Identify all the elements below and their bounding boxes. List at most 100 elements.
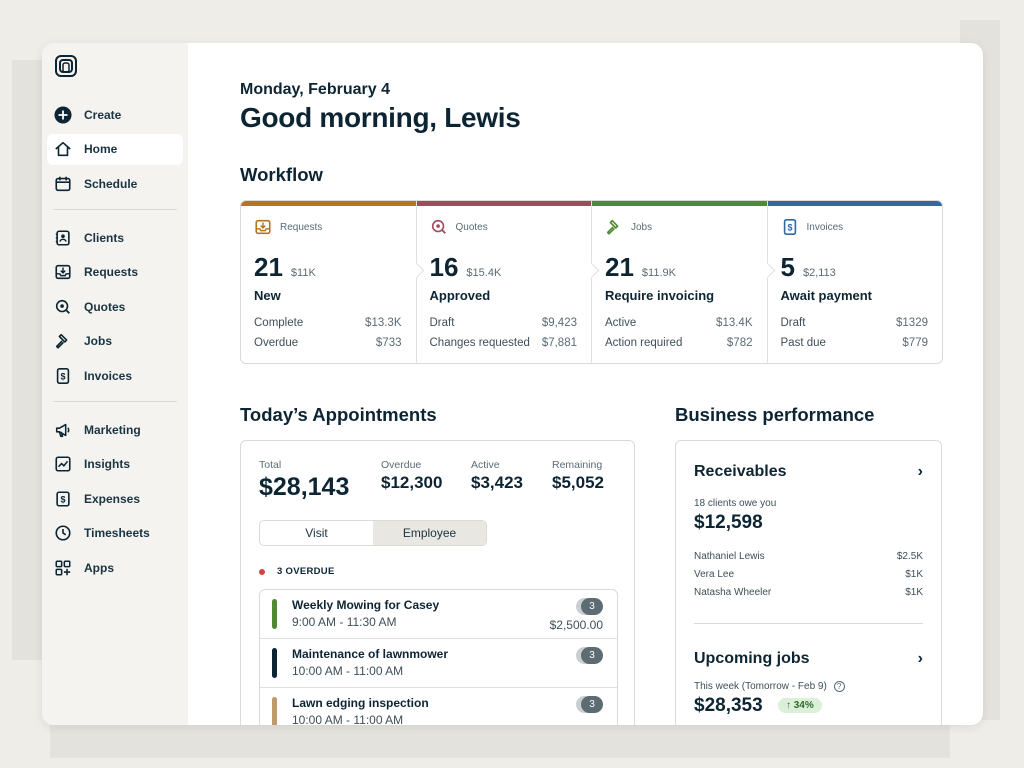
toggle-employee[interactable]: Employee <box>373 521 486 545</box>
page-title: Good morning, Lewis <box>240 102 521 133</box>
sidebar-item-timesheets[interactable]: Timesheets <box>47 518 183 549</box>
workflow-panel: Requests 21 $11K New Complete $13.3K Ove… <box>240 200 943 364</box>
clock-icon <box>53 523 73 543</box>
logo-icon[interactable] <box>55 55 77 77</box>
stat-label: Total <box>259 459 282 471</box>
workflow-row-value: $13.4K <box>716 317 753 329</box>
appointment-name: Maintenance of lawnmower <box>292 647 449 661</box>
workflow-row-value: $13.3K <box>365 317 402 329</box>
appointment-time: 10:00 AM - 11:00 AM <box>292 664 404 678</box>
receivable-row[interactable]: Natasha Wheeler $1K <box>694 587 923 598</box>
page-date: Monday, February 4 <box>240 81 390 98</box>
workflow-row[interactable]: Draft $1329 <box>781 317 929 329</box>
overdue-heading: 3 OVERDUE <box>259 566 616 577</box>
contact-icon <box>53 228 73 248</box>
inbox-icon <box>254 218 272 236</box>
upcoming-jobs-subtitle-row: This week (Tomorrow - Feb 9) ? <box>694 681 923 692</box>
sidebar-item-quotes[interactable]: Quotes <box>47 291 183 322</box>
chevron-right-icon[interactable]: › <box>917 463 923 480</box>
appointment-time: 9:00 AM - 11:30 AM <box>292 615 397 629</box>
megaphone-icon <box>53 420 73 440</box>
sidebar-item-marketing[interactable]: Marketing <box>47 414 183 445</box>
overdue-dot-icon <box>259 568 265 575</box>
business-performance-card: Receivables › 18 clients owe you $12,598… <box>675 440 942 725</box>
svg-text:$: $ <box>787 223 792 233</box>
sidebar-item-label: Requests <box>84 265 139 279</box>
sidebar-item-schedule[interactable]: Schedule <box>47 168 183 199</box>
stat-overdue: Overdue $12,300 <box>381 459 471 502</box>
workflow-status: Require invoicing <box>605 288 715 303</box>
sidebar-item-home[interactable]: Home <box>47 133 183 165</box>
appointment-price: $2,500.00 <box>549 618 603 632</box>
quote-icon <box>430 218 448 236</box>
receivable-row[interactable]: Nathaniel Lewis $2.5K <box>694 551 923 562</box>
section-divider <box>694 623 923 624</box>
workflow-row-label: Action required <box>605 337 683 349</box>
appointments-stats: Total $28,143 Overdue $12,300 Active $3,… <box>259 459 616 502</box>
business-performance-title: Business performance <box>675 404 875 425</box>
workflow-amount: $2,113 <box>802 267 836 279</box>
workflow-row[interactable]: Changes requested $7,881 <box>430 337 578 349</box>
stat-remaining: Remaining $5,052 <box>552 459 604 502</box>
receivable-row[interactable]: Vera Lee $1K <box>694 569 923 580</box>
stat-label: Active <box>471 459 500 471</box>
apps-icon <box>53 558 73 578</box>
toggle-visit[interactable]: Visit <box>305 526 328 540</box>
workflow-amount: $15.4K <box>466 267 502 279</box>
receivables-amount: $12,598 <box>694 512 763 533</box>
sidebar-item-label: Invoices <box>84 368 133 383</box>
dollar-icon: $ <box>53 489 73 509</box>
sidebar-item-requests[interactable]: Requests <box>47 257 183 288</box>
svg-text:$: $ <box>60 371 65 381</box>
invoice-icon: $ <box>781 218 799 236</box>
sidebar-item-expenses[interactable]: $ Expenses <box>47 483 183 514</box>
appointment-time: 10:00 AM - 11:00 AM <box>292 713 404 725</box>
workflow-row[interactable]: Complete $13.3K <box>254 317 402 329</box>
sidebar-item-label: Marketing <box>84 422 141 437</box>
workflow-color-bar <box>416 201 591 206</box>
workflow-label: Requests <box>280 221 323 233</box>
sidebar-item-label: Timesheets <box>84 526 150 540</box>
workflow-card-requests[interactable]: Requests 21 $11K New Complete $13.3K Ove… <box>241 201 424 363</box>
appointment-color-bar <box>272 599 277 629</box>
workflow-label: Jobs <box>631 221 653 233</box>
list-item[interactable]: Weekly Mowing for Casey 9:00 AM - 11:30 … <box>260 590 617 639</box>
help-icon[interactable]: ? <box>833 681 845 692</box>
sidebar-item-insights[interactable]: Insights <box>47 449 183 480</box>
workflow-row[interactable]: Action required $782 <box>605 337 753 349</box>
sidebar-item-label: Create <box>84 107 122 122</box>
hammer-icon <box>53 331 73 351</box>
workflow-color-bar <box>592 201 767 206</box>
workflow-row[interactable]: Past due $779 <box>781 337 929 349</box>
workflow-row-label: Draft <box>780 317 806 329</box>
sidebar-item-clients[interactable]: Clients <box>47 222 183 253</box>
workflow-card-invoices[interactable]: $ Invoices 5 $2,113 Await payment Draft … <box>767 201 942 363</box>
workflow-row[interactable]: Draft $9,423 <box>430 317 578 329</box>
workflow-count: 21 <box>605 252 634 282</box>
paper-edge-left <box>12 60 46 660</box>
stat-active: Active $3,423 <box>471 459 552 502</box>
client-amount: $1K <box>905 569 923 580</box>
workflow-card-jobs[interactable]: Jobs 21 $11.9K Require invoicing Active … <box>592 201 775 363</box>
upcoming-jobs-header[interactable]: Upcoming jobs › <box>694 650 923 668</box>
workflow-row-label: Past due <box>780 337 826 349</box>
sidebar-item-label: Schedule <box>84 176 138 191</box>
appointment-name: Lawn edging inspection <box>292 696 429 710</box>
workflow-row-value: $733 <box>375 337 402 349</box>
workflow-row[interactable]: Overdue $733 <box>254 337 402 349</box>
assignee-count-badge: 3 <box>581 647 603 664</box>
list-item[interactable]: Lawn edging inspection 10:00 AM - 11:00 … <box>260 688 617 725</box>
client-name: Vera Lee <box>694 569 735 580</box>
chevron-right-icon[interactable]: › <box>917 650 923 667</box>
list-item[interactable]: Maintenance of lawnmower 10:00 AM - 11:0… <box>260 639 617 688</box>
stat-value: $3,423 <box>471 473 523 492</box>
workflow-row[interactable]: Active $13.4K <box>605 317 753 329</box>
hammer-icon <box>605 218 623 236</box>
plus-circle-icon <box>53 105 73 125</box>
receivables-header[interactable]: Receivables › <box>694 463 923 481</box>
sidebar-item-apps[interactable]: Apps <box>47 552 183 583</box>
sidebar-item-create[interactable]: Create <box>47 99 183 130</box>
sidebar-item-jobs[interactable]: Jobs <box>47 326 183 357</box>
workflow-card-quotes[interactable]: Quotes 16 $15.4K Approved Draft $9,423 C… <box>416 201 600 363</box>
sidebar-item-invoices[interactable]: $ Invoices <box>47 360 183 391</box>
